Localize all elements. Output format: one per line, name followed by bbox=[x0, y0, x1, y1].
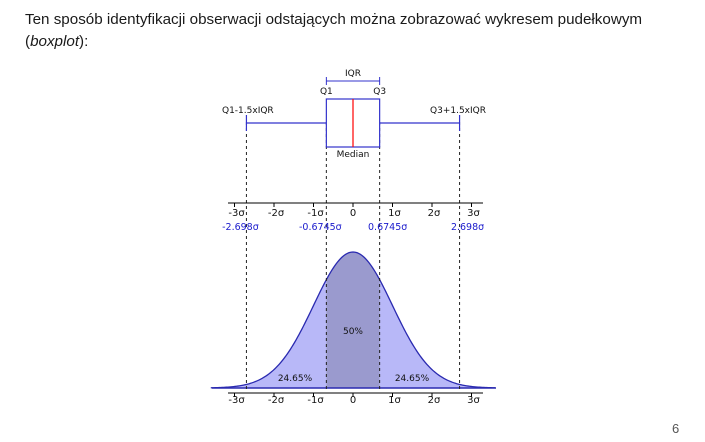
sigma-tick-label-5: 2σ bbox=[428, 208, 441, 219]
sigma-tick-label-4: 1σ bbox=[388, 208, 401, 219]
blue-marker-label-3: 2.698σ bbox=[451, 222, 484, 233]
sigma-tick-label-3: 0 bbox=[350, 208, 356, 219]
center-area-label: 50% bbox=[343, 327, 363, 337]
sigma-tick-label-2: -1σ bbox=[307, 208, 324, 219]
right-area-label: 24.65% bbox=[395, 374, 430, 384]
median-label: Median bbox=[337, 150, 370, 160]
bottom-tick-label-1: -2σ bbox=[268, 395, 285, 406]
q3-label: Q3 bbox=[373, 87, 386, 97]
sigma-tick-label-1: -2σ bbox=[268, 208, 285, 219]
intro-text: Ten sposób identyfikacji obserwacji odst… bbox=[25, 11, 643, 50]
boxplot bbox=[245, 77, 461, 148]
bottom-tick-label-4: 1σ bbox=[388, 395, 401, 406]
upper-whisker-label: Q3+1.5xIQR bbox=[430, 106, 486, 116]
intro-italic-term: boxplot bbox=[30, 33, 80, 50]
sigma-tick-label-0: -3σ bbox=[228, 208, 245, 219]
sigma-tick-label-6: 3σ bbox=[467, 208, 480, 219]
intro-paragraph: Ten sposób identyfikacji obserwacji odst… bbox=[25, 9, 685, 53]
q1-label: Q1 bbox=[320, 87, 333, 97]
bottom-tick-label-6: 3σ bbox=[467, 395, 480, 406]
left-tail-area bbox=[210, 279, 327, 388]
bottom-tick-label-3: 0 bbox=[350, 395, 356, 406]
iqr-area bbox=[326, 252, 380, 388]
bottom-tick-label-0: -3σ bbox=[228, 395, 245, 406]
blue-marker-label-1: -0.6745σ bbox=[299, 222, 342, 233]
left-area-label: 24.65% bbox=[278, 374, 313, 384]
bottom-tick-label-2: -1σ bbox=[307, 395, 324, 406]
intro-text-end: ): bbox=[79, 33, 89, 50]
axes bbox=[228, 202, 483, 397]
distribution-layer bbox=[210, 251, 496, 389]
density-curve bbox=[210, 251, 496, 389]
right-tail-area bbox=[379, 279, 496, 388]
iqr-label: IQR bbox=[345, 69, 361, 79]
page-number: 6 bbox=[672, 421, 680, 436]
dashed-guides bbox=[245, 122, 461, 392]
bottom-tick-label-5: 2σ bbox=[428, 395, 441, 406]
blue-marker-label-0: -2.698σ bbox=[222, 222, 259, 233]
blue-marker-label-2: 0.6745σ bbox=[368, 222, 407, 233]
lower-whisker-label: Q1-1.5xIQR bbox=[222, 106, 274, 116]
labels: IQR Q1 Q3 Q1-1.5xIQR Q3+1.5xIQR Median -3σ -3σ -… bbox=[222, 69, 486, 406]
